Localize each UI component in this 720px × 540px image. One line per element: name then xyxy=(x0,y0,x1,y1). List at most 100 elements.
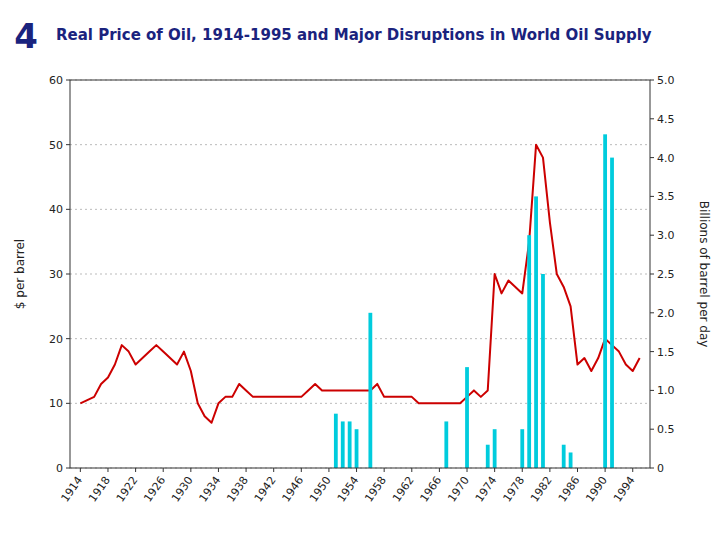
x-tick xyxy=(494,468,495,472)
y-axis-label: $ per barrel xyxy=(13,239,27,309)
x-tick-label: 1942 xyxy=(252,474,279,504)
y2-tick-label: 3.0 xyxy=(657,229,675,242)
bar xyxy=(520,429,524,468)
x-tick xyxy=(439,468,440,472)
y-tick-label: 60 xyxy=(49,74,63,87)
y2-tick-label: 4.5 xyxy=(657,113,675,126)
y2-tick xyxy=(650,80,654,81)
y-tick xyxy=(66,403,70,404)
x-tick xyxy=(384,468,385,472)
bar xyxy=(355,429,359,468)
y-tick-label: 30 xyxy=(49,268,63,281)
x-tick-label: 1974 xyxy=(473,474,500,504)
x-tick-label: 1934 xyxy=(197,474,224,504)
y-tick xyxy=(66,338,70,339)
x-tick xyxy=(467,468,468,472)
x-tick xyxy=(632,468,633,472)
bar xyxy=(569,452,573,468)
x-tick xyxy=(522,468,523,472)
y-tick-label: 50 xyxy=(49,139,63,152)
x-tick-label: 1982 xyxy=(528,474,555,504)
x-tick-label: 1986 xyxy=(556,474,583,504)
y2-tick xyxy=(650,390,654,391)
bar xyxy=(562,445,566,468)
y2-tick xyxy=(650,118,654,119)
y-tick xyxy=(66,468,70,469)
y2-tick xyxy=(650,157,654,158)
x-tick-label: 1930 xyxy=(169,474,196,504)
x-tick-label: 1990 xyxy=(583,474,610,504)
x-tick xyxy=(135,468,136,472)
y2-axis-label: Billions of barrel per day xyxy=(697,201,711,348)
bar xyxy=(527,235,531,468)
y2-tick xyxy=(650,196,654,197)
bar xyxy=(603,134,607,468)
chart: 4Real Price of Oil, 1914-1995 and Major … xyxy=(0,0,720,540)
x-tick xyxy=(246,468,247,472)
x-tick-label: 1994 xyxy=(611,474,638,504)
bar xyxy=(534,196,538,468)
y-tick-label: 0 xyxy=(56,462,63,475)
grid-line xyxy=(70,209,650,210)
y2-tick-label: 2.5 xyxy=(657,268,675,281)
grid-line xyxy=(70,338,650,339)
bar xyxy=(486,445,490,468)
line xyxy=(80,145,639,423)
x-tick-label: 1914 xyxy=(59,474,86,504)
y-tick-label: 40 xyxy=(49,203,63,216)
x-tick-label: 1946 xyxy=(280,474,307,504)
bar xyxy=(493,429,497,468)
y2-tick-label: 0.5 xyxy=(657,423,675,436)
y-tick xyxy=(66,80,70,81)
x-tick xyxy=(411,468,412,472)
x-tick xyxy=(190,468,191,472)
x-tick xyxy=(218,468,219,472)
y2-tick-label: 5.0 xyxy=(657,74,675,87)
x-tick xyxy=(328,468,329,472)
plot-frame xyxy=(70,80,650,468)
bar xyxy=(610,158,614,468)
bar xyxy=(465,367,469,468)
y2-tick xyxy=(650,312,654,313)
grid-line xyxy=(70,144,650,145)
y-tick xyxy=(66,274,70,275)
y2-tick xyxy=(650,274,654,275)
y2-tick xyxy=(650,235,654,236)
x-tick-label: 1958 xyxy=(362,474,389,504)
y2-tick-label: 1.0 xyxy=(657,384,675,397)
x-tick xyxy=(80,468,81,472)
bar xyxy=(368,313,372,468)
x-tick xyxy=(605,468,606,472)
y-tick-label: 10 xyxy=(49,397,63,410)
plot-area xyxy=(80,134,639,468)
x-tick-label: 1978 xyxy=(500,474,527,504)
y2-tick-label: 2.0 xyxy=(657,307,675,320)
x-tick-label: 1966 xyxy=(418,474,445,504)
x-tick-label: 1918 xyxy=(86,474,113,504)
bar xyxy=(334,414,338,468)
y2-tick-label: 4.0 xyxy=(657,152,675,165)
grid-line xyxy=(70,403,650,404)
y2-tick-label: 0 xyxy=(657,462,664,475)
y2-tick-label: 1.5 xyxy=(657,346,675,359)
y-tick xyxy=(66,209,70,210)
x-tick-label: 1950 xyxy=(307,474,334,504)
y2-tick xyxy=(650,468,654,469)
x-tick-label: 1922 xyxy=(114,474,141,504)
x-tick-label: 1970 xyxy=(445,474,472,504)
slide-number: 4 xyxy=(14,16,38,56)
x-tick-label: 1954 xyxy=(335,474,362,504)
x-tick xyxy=(107,468,108,472)
grid-line xyxy=(70,274,650,275)
x-tick xyxy=(163,468,164,472)
x-tick-label: 1938 xyxy=(224,474,251,504)
y-tick xyxy=(66,144,70,145)
x-tick xyxy=(301,468,302,472)
x-tick xyxy=(356,468,357,472)
y-tick-label: 20 xyxy=(49,333,63,346)
x-tick-label: 1926 xyxy=(141,474,168,504)
bar xyxy=(541,274,545,468)
bar xyxy=(348,421,352,468)
bar xyxy=(341,421,345,468)
x-tick xyxy=(549,468,550,472)
